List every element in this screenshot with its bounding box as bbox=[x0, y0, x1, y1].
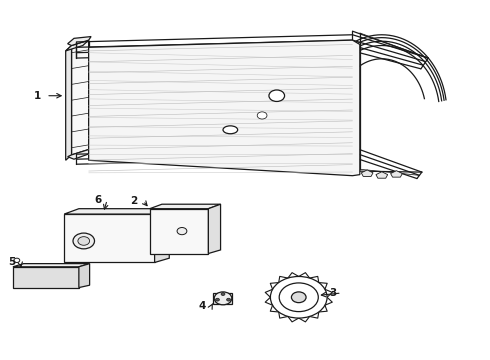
Circle shape bbox=[14, 258, 20, 262]
Polygon shape bbox=[89, 40, 360, 176]
Circle shape bbox=[214, 292, 232, 305]
Circle shape bbox=[78, 237, 90, 245]
Polygon shape bbox=[150, 204, 220, 209]
Circle shape bbox=[221, 293, 225, 296]
Polygon shape bbox=[64, 214, 155, 262]
Polygon shape bbox=[13, 267, 79, 288]
Circle shape bbox=[227, 298, 230, 301]
Polygon shape bbox=[150, 209, 208, 253]
Polygon shape bbox=[213, 293, 232, 304]
Text: 4: 4 bbox=[199, 301, 206, 311]
Circle shape bbox=[270, 276, 327, 318]
Polygon shape bbox=[79, 264, 90, 288]
Circle shape bbox=[177, 228, 187, 235]
Circle shape bbox=[73, 233, 95, 249]
Text: 6: 6 bbox=[95, 195, 102, 205]
Circle shape bbox=[279, 283, 318, 312]
Text: 3: 3 bbox=[329, 288, 337, 298]
Circle shape bbox=[292, 292, 306, 303]
Polygon shape bbox=[155, 209, 169, 262]
Polygon shape bbox=[376, 172, 388, 178]
Polygon shape bbox=[68, 37, 91, 45]
Circle shape bbox=[216, 298, 220, 301]
Polygon shape bbox=[13, 264, 90, 267]
Polygon shape bbox=[66, 45, 72, 160]
Circle shape bbox=[257, 112, 267, 119]
Polygon shape bbox=[208, 204, 220, 253]
Polygon shape bbox=[66, 40, 89, 51]
Text: 2: 2 bbox=[130, 196, 138, 206]
Circle shape bbox=[269, 90, 285, 102]
Polygon shape bbox=[391, 171, 402, 177]
Polygon shape bbox=[361, 170, 373, 176]
Ellipse shape bbox=[223, 126, 238, 134]
Text: 5: 5 bbox=[8, 257, 15, 267]
Polygon shape bbox=[64, 209, 169, 214]
Polygon shape bbox=[72, 40, 89, 155]
Polygon shape bbox=[68, 149, 91, 159]
Text: 1: 1 bbox=[34, 91, 41, 101]
